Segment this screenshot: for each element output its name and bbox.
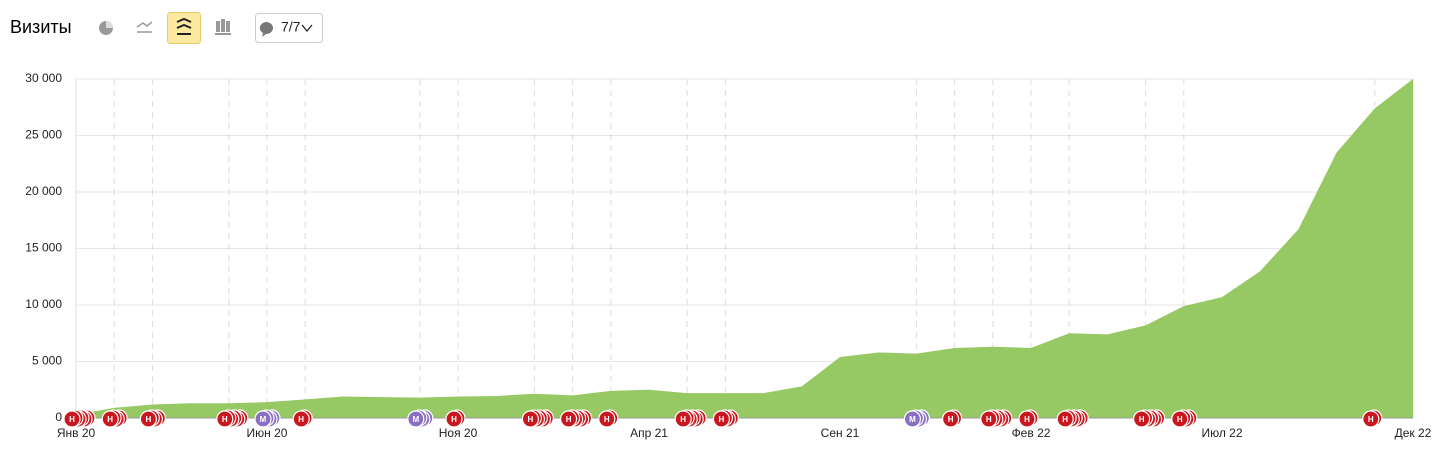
annotation[interactable]: М	[407, 409, 434, 428]
annotation-bubble	[941, 410, 960, 428]
annotation-bubble	[63, 410, 81, 428]
annotation[interactable]: Н	[1018, 409, 1039, 428]
line-view-button[interactable]	[136, 21, 153, 33]
annotation[interactable]: Н	[292, 409, 313, 428]
bar-view-button[interactable]	[215, 19, 231, 35]
annotation[interactable]: Н	[980, 409, 1013, 428]
annotation[interactable]: Н	[941, 409, 963, 428]
x-tick-label: Янв 20	[57, 426, 96, 440]
x-tick-label: Июл 22	[1201, 426, 1242, 440]
annotation-label: Н	[298, 415, 304, 424]
annotation-bubble	[101, 410, 119, 428]
annotation-label: Н	[1024, 415, 1030, 424]
annotation-bubble	[903, 410, 922, 428]
annotation[interactable]: Н	[1171, 409, 1198, 428]
area	[76, 79, 1413, 418]
annotation-label: Н	[107, 415, 113, 424]
pie-view-button[interactable]	[99, 21, 113, 35]
annotation[interactable]: Н	[521, 409, 554, 428]
annotation[interactable]: Н	[1362, 409, 1383, 428]
annotation-label: М	[260, 415, 267, 424]
chart-title: Визиты	[10, 17, 72, 37]
x-tick-label: Фев 22	[1012, 426, 1051, 440]
annotation-bubble	[521, 410, 540, 428]
y-tick-label: 5 000	[32, 354, 62, 368]
y-tick-label: 10 000	[25, 297, 62, 311]
annotation-bubble	[1132, 410, 1151, 428]
annotation[interactable]: Н	[63, 409, 96, 428]
annotation-bubble	[139, 410, 157, 428]
annotation[interactable]: М	[254, 409, 281, 428]
x-tick-label: Ноя 20	[439, 426, 478, 440]
annotation-label: Н	[1139, 415, 1145, 424]
annotation-label: М	[412, 415, 419, 424]
annotation-bubble	[1362, 410, 1380, 428]
annotation-label: М	[909, 415, 916, 424]
annotation-bubble	[254, 410, 272, 428]
annotation-label: Н	[1368, 415, 1374, 424]
comments-count: 7/7	[281, 19, 301, 35]
x-tick-label: Апр 21	[630, 426, 668, 440]
x-tick-label: Сен 21	[821, 426, 860, 440]
annotation-label: Н	[222, 415, 228, 424]
annotation[interactable]: Н	[445, 409, 466, 428]
annotation[interactable]: М	[903, 409, 930, 428]
annotation-bubble	[1018, 410, 1036, 428]
annotation-bubble	[674, 410, 692, 428]
annotation-bubble	[1056, 410, 1074, 428]
y-tick-label: 20 000	[25, 184, 62, 198]
annotation-label: Н	[1177, 415, 1183, 424]
annotation-bubble	[980, 410, 998, 428]
annotation[interactable]: Н	[598, 409, 619, 428]
annotation[interactable]: Н	[559, 409, 593, 428]
annotation-bubble	[216, 410, 234, 428]
comments-dropdown[interactable]: 7/7	[255, 13, 323, 43]
y-tick-label: 30 000	[25, 71, 62, 85]
annotation-label: Н	[680, 415, 686, 424]
annotation-label: Н	[451, 415, 457, 424]
annotation-label: Н	[69, 415, 75, 424]
annotation-bubble	[445, 410, 463, 428]
x-tick-label: Июн 20	[247, 426, 288, 440]
y-tick-label: 15 000	[25, 241, 62, 255]
annotation-label: Н	[604, 415, 610, 424]
annotation-label: Н	[948, 415, 954, 424]
annotation-bubble	[598, 410, 616, 428]
annotation-label: Н	[719, 415, 725, 424]
annotation-label: Н	[986, 415, 992, 424]
annotation[interactable]: Н	[139, 409, 166, 428]
area-view-button[interactable]	[167, 12, 201, 44]
annotation[interactable]: Н	[674, 409, 707, 428]
annotation-label: Н	[146, 415, 152, 424]
annotation[interactable]: Н	[1132, 409, 1166, 428]
y-tick-label: 0	[55, 410, 62, 424]
annotation[interactable]: Н	[712, 409, 739, 428]
annotation[interactable]: Н	[101, 409, 128, 428]
annotation-bubble	[292, 410, 310, 428]
annotation-bubble	[407, 410, 425, 428]
y-tick-label: 25 000	[25, 128, 62, 142]
annotation[interactable]: Н	[1056, 409, 1089, 428]
annotation-label: Н	[1062, 415, 1068, 424]
annotation-bubble	[1171, 410, 1189, 428]
annotation-bubble	[712, 410, 731, 428]
annotation-bubble	[559, 410, 578, 428]
annotation-label: Н	[566, 415, 572, 424]
annotation[interactable]: Н	[216, 409, 249, 428]
annotation-label: Н	[528, 415, 534, 424]
x-tick-label: Дек 22	[1395, 426, 1432, 440]
